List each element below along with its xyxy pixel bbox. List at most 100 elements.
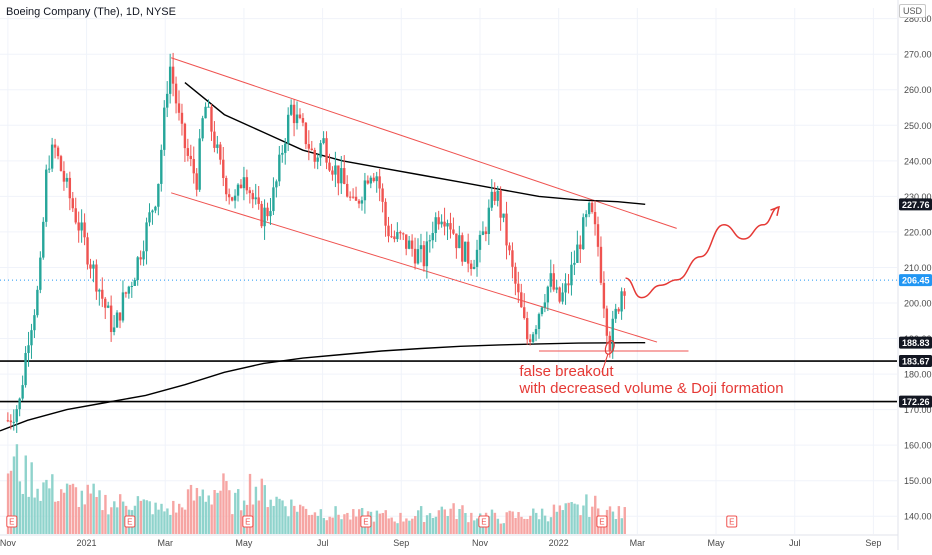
- candle: [617, 307, 620, 315]
- earnings-badge: [596, 515, 608, 528]
- candle: [216, 135, 219, 154]
- earnings-marker[interactable]: E: [726, 515, 738, 528]
- earnings-badge: [360, 515, 372, 528]
- candle-body: [360, 200, 364, 204]
- x-tick-label: Nov: [0, 538, 16, 548]
- price-label-text: 188.83: [902, 338, 930, 348]
- candle-body: [608, 335, 612, 352]
- moving-average-line: [184, 82, 646, 205]
- volume-bar: [166, 508, 169, 534]
- volume-bar: [278, 498, 281, 534]
- candle-body: [39, 257, 42, 290]
- candle: [174, 76, 178, 114]
- candle-body: [183, 123, 187, 149]
- volume-bar: [290, 499, 293, 534]
- volume-bar: [617, 506, 621, 534]
- volume-bar: [89, 493, 92, 534]
- volume-bar: [33, 497, 36, 534]
- candle: [171, 52, 175, 97]
- candle: [254, 183, 257, 205]
- candle-body: [464, 241, 467, 262]
- candle: [325, 131, 328, 170]
- volume-bar: [517, 512, 520, 534]
- candle-body: [207, 106, 210, 108]
- price-label-background: [899, 336, 932, 349]
- candle: [328, 153, 331, 172]
- candle-body: [118, 312, 122, 321]
- candle-body: [351, 196, 355, 198]
- candle: [233, 189, 237, 209]
- candle: [475, 239, 479, 277]
- candle-body: [289, 104, 293, 115]
- candle-body: [295, 114, 299, 124]
- volume-bar: [443, 509, 446, 534]
- y-tick-label: 220.00: [904, 227, 932, 237]
- volume-bar: [228, 490, 231, 534]
- candle: [431, 221, 434, 249]
- volume-bar: [77, 506, 81, 534]
- volume-bar: [387, 518, 390, 534]
- candle-body: [475, 249, 479, 267]
- candle: [183, 122, 187, 162]
- candle: [363, 172, 367, 214]
- candle: [351, 188, 355, 199]
- volume-bar: [588, 517, 591, 534]
- volume-bar: [425, 515, 429, 534]
- candle-body: [502, 213, 505, 218]
- candle: [68, 171, 72, 211]
- earnings-marker[interactable]: E: [124, 515, 136, 528]
- candle: [496, 185, 499, 207]
- volume-bar: [24, 455, 27, 534]
- candle: [316, 154, 319, 170]
- candle-body: [334, 165, 337, 175]
- candle-body: [89, 264, 92, 269]
- x-tick-label: Sep: [865, 538, 881, 548]
- volume-bar: [201, 489, 205, 534]
- candle-body: [337, 165, 340, 184]
- earnings-badge: [242, 515, 254, 528]
- earnings-marker[interactable]: E: [596, 515, 608, 528]
- candle-body: [227, 194, 231, 198]
- earnings-marker[interactable]: E: [360, 515, 372, 528]
- candle: [443, 207, 446, 236]
- volume-bar: [529, 515, 532, 534]
- volume-bar: [620, 518, 624, 534]
- volume-bar: [591, 506, 594, 534]
- candle-body: [27, 345, 30, 354]
- earnings-letter: E: [729, 518, 734, 527]
- candle-body: [106, 305, 110, 308]
- y-tick-label: 170.00: [904, 405, 932, 415]
- volume-bar: [59, 489, 63, 534]
- candle-body: [546, 286, 550, 303]
- candle: [284, 137, 287, 165]
- candle-body: [77, 222, 80, 231]
- candle: [570, 251, 573, 296]
- volume-bar: [419, 506, 423, 534]
- descending-channel: [170, 57, 677, 343]
- candle-body: [508, 245, 511, 251]
- candle: [47, 155, 51, 173]
- candle-body: [419, 245, 423, 250]
- candle: [345, 175, 349, 198]
- currency-badge[interactable]: USD: [898, 4, 926, 18]
- volume-bar: [163, 511, 166, 534]
- candle: [257, 185, 260, 210]
- volume-bar: [384, 510, 387, 534]
- candle-body: [466, 241, 470, 264]
- volume-bar: [307, 515, 311, 534]
- candle-body: [225, 177, 228, 195]
- volume-bar: [275, 496, 278, 534]
- candle: [269, 197, 272, 225]
- candle-body: [549, 273, 552, 287]
- candle-body: [399, 232, 402, 234]
- candle: [543, 294, 547, 313]
- earnings-marker[interactable]: E: [478, 515, 490, 528]
- y-tick-label: 140.00: [904, 512, 932, 522]
- candle: [74, 197, 77, 225]
- candle: [452, 217, 455, 235]
- earnings-marker[interactable]: E: [6, 515, 18, 528]
- candle-body: [543, 302, 547, 308]
- earnings-marker[interactable]: E: [242, 515, 254, 528]
- candle-body: [222, 159, 225, 178]
- x-tick-label: Jul: [789, 538, 801, 548]
